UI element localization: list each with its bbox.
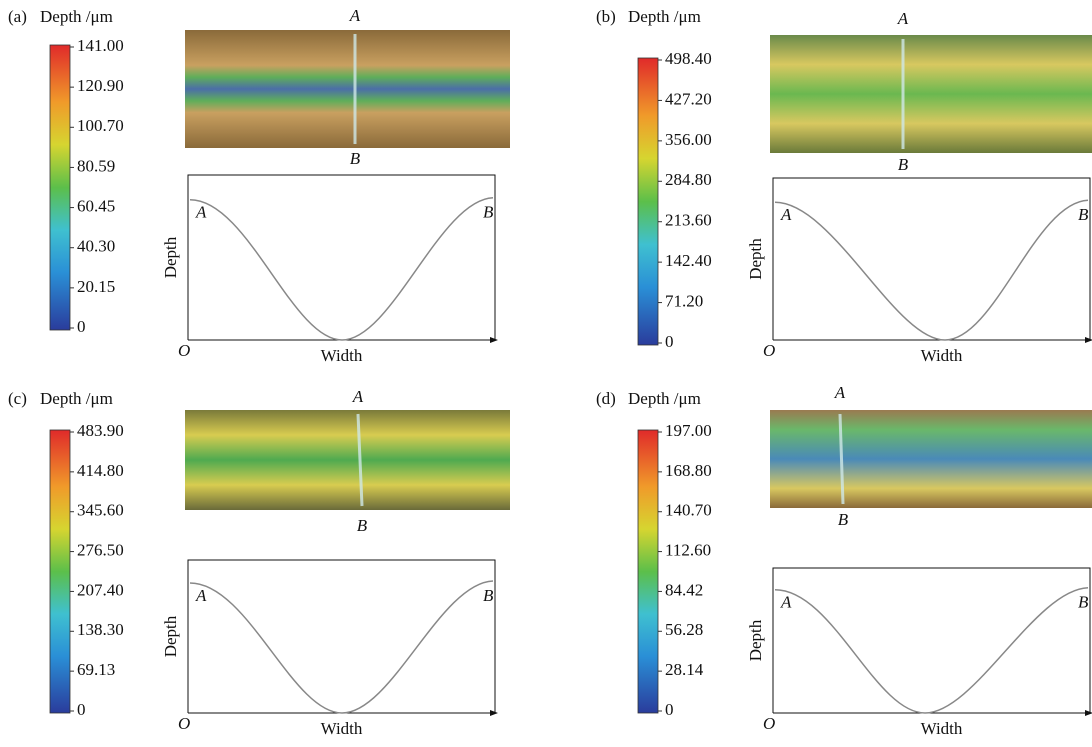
panel: (c) Depth /μm 483.90 414.80 345.60 276.50 207.…	[8, 387, 510, 738]
colorbar	[49, 44, 71, 331]
section-bottom-label: B	[357, 516, 368, 535]
colorbar-tick-label: 0	[77, 700, 86, 719]
section-bottom-label: B	[350, 149, 361, 168]
colorbar-tick-label: 168.80	[665, 461, 712, 480]
profile-left-label: A	[780, 205, 792, 224]
x-axis-label: Width	[921, 719, 963, 738]
colorbar-tick-label: 414.80	[77, 461, 124, 480]
colorbar-tick-label: 141.00	[77, 36, 124, 55]
origin-label: O	[763, 341, 775, 360]
colorbar-tick-label: 498.40	[665, 49, 712, 68]
colorbar	[49, 429, 71, 714]
colorbar-tick-label: 100.70	[77, 116, 124, 135]
panel: (a) Depth /μm 141.00 120.90 100.70 80.59 60.45…	[8, 6, 510, 365]
surface-image	[185, 30, 510, 148]
colorbar-tick-label: 0	[665, 332, 674, 351]
colorbar-tick-label: 207.40	[77, 580, 124, 599]
section-bottom-label: B	[898, 155, 909, 174]
colorbar	[637, 57, 659, 346]
section-top-label: A	[897, 9, 909, 28]
colorbar-tick-label: 60.45	[77, 196, 115, 215]
colorbar-tick-label: 112.60	[665, 540, 711, 559]
section-top-label: A	[352, 387, 364, 406]
colorbar-title: Depth /μm	[40, 7, 113, 26]
colorbar-title: Depth /μm	[628, 7, 701, 26]
section-top-label: A	[834, 383, 846, 402]
colorbar-tick-label: 138.30	[77, 620, 124, 639]
x-axis-label: Width	[321, 719, 363, 738]
profile-curve	[189, 580, 494, 714]
profile-curve	[189, 197, 494, 341]
colorbar-tick-label: 28.14	[665, 660, 704, 679]
profile-curve	[774, 587, 1089, 714]
panel: (b) Depth /μm 498.40 427.20 356.00 284.80 213.…	[596, 7, 1092, 365]
colorbar-tick-label: 71.20	[665, 291, 703, 310]
panel-label: (c)	[8, 389, 27, 408]
surface-image	[770, 410, 1092, 508]
colorbar	[637, 429, 659, 714]
origin-label: O	[763, 714, 775, 733]
colorbar-tick-label: 345.60	[77, 501, 124, 520]
colorbar-tick-label: 40.30	[77, 237, 115, 256]
profile-curve	[774, 199, 1089, 341]
panel-label: (d)	[596, 389, 616, 408]
colorbar-tick-label: 120.90	[77, 76, 124, 95]
y-axis-label: Depth	[746, 619, 765, 661]
plot-frame	[187, 559, 496, 713]
panel-label: (a)	[8, 7, 27, 26]
y-axis-label: Depth	[161, 615, 180, 657]
colorbar-tick-label: 356.00	[665, 130, 712, 149]
colorbar-tick-label: 80.59	[77, 156, 115, 175]
profile-right-label: B	[1078, 205, 1089, 224]
colorbar-tick-label: 69.13	[77, 660, 115, 679]
plot-frame	[772, 567, 1091, 713]
colorbar-title: Depth /μm	[628, 389, 701, 408]
colorbar-tick-label: 140.70	[665, 501, 712, 520]
origin-label: O	[178, 714, 190, 733]
section-line	[838, 413, 845, 505]
origin-label: O	[178, 341, 190, 360]
plot-frame	[772, 177, 1091, 340]
colorbar-tick-label: 483.90	[77, 421, 124, 440]
colorbar-tick-label: 20.15	[77, 277, 115, 296]
y-axis-label: Depth	[161, 236, 180, 278]
profile-left-label: A	[780, 593, 792, 612]
colorbar-tick-label: 0	[77, 317, 86, 336]
surface-image	[770, 35, 1092, 153]
colorbar-tick-label: 427.20	[665, 89, 712, 108]
colorbar-tick-label: 197.00	[665, 421, 712, 440]
colorbar-title: Depth /μm	[40, 389, 113, 408]
panel: (d) Depth /μm 197.00 168.80 140.70 112.60 84.4…	[596, 383, 1092, 738]
colorbar-tick-label: 0	[665, 700, 674, 719]
colorbar-tick-label: 56.28	[665, 620, 703, 639]
profile-right-label: B	[483, 203, 494, 222]
colorbar-tick-label: 213.60	[665, 211, 712, 230]
x-axis-label: Width	[321, 346, 363, 365]
section-bottom-label: B	[838, 510, 849, 529]
panel-label: (b)	[596, 7, 616, 26]
profile-right-label: B	[483, 586, 494, 605]
plot-frame	[187, 174, 496, 340]
colorbar-tick-label: 276.50	[77, 540, 124, 559]
colorbar-tick-label: 84.42	[665, 580, 703, 599]
colorbar-tick-label: 284.80	[665, 170, 712, 189]
surface-image	[185, 410, 510, 510]
y-axis-label: Depth	[746, 238, 765, 280]
profile-left-label: A	[195, 203, 207, 222]
profile-right-label: B	[1078, 593, 1089, 612]
section-line	[356, 413, 364, 507]
section-top-label: A	[349, 6, 361, 25]
x-axis-label: Width	[921, 346, 963, 365]
profile-left-label: A	[195, 586, 207, 605]
colorbar-tick-label: 142.40	[665, 251, 712, 270]
